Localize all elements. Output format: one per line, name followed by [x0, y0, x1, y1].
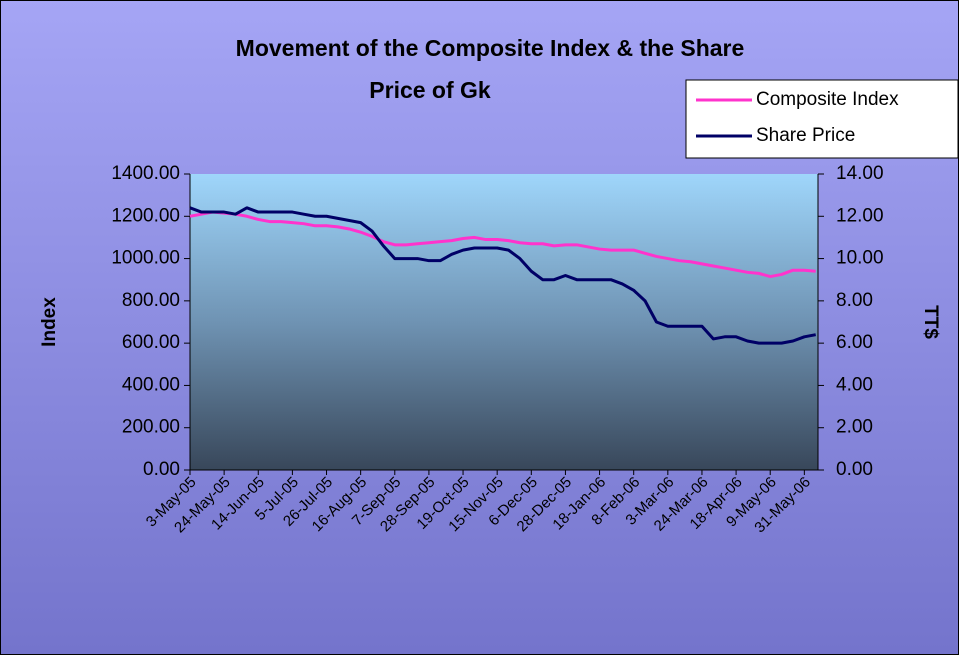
y-tick-label: 400.00 [122, 374, 180, 395]
y2-tick-label: 12.00 [836, 205, 884, 226]
y-tick-label: 200.00 [122, 417, 180, 438]
y2-tick-label: 0.00 [836, 459, 873, 480]
y-tick-label: 0.00 [143, 459, 180, 480]
y2-tick-label: 10.00 [836, 248, 884, 269]
y-tick-label: 1000.00 [111, 248, 180, 269]
y-tick-label: 800.00 [122, 290, 180, 311]
legend [685, 79, 959, 159]
y2-tick-label: 8.00 [836, 290, 873, 311]
plot-area [190, 174, 818, 470]
y2-tick-label: 2.00 [836, 417, 873, 438]
legend-label: Composite Index [756, 89, 899, 110]
y-tick-label: 600.00 [122, 332, 180, 353]
series-line [189, 210, 816, 279]
y2-tick-label: 4.00 [836, 374, 873, 395]
y2-axis-title: TT$ [920, 305, 941, 339]
y-tick-label: 1200.00 [111, 205, 180, 226]
chart-title: Movement of the Composite Index & the Sh… [236, 35, 745, 103]
y-axis-title: Index [39, 297, 60, 347]
series-line [189, 206, 816, 345]
y-tick-label: 1400.00 [111, 163, 180, 184]
y2-tick-label: 14.00 [836, 163, 884, 184]
legend-label: Share Price [756, 125, 855, 146]
y2-tick-label: 6.00 [836, 332, 873, 353]
